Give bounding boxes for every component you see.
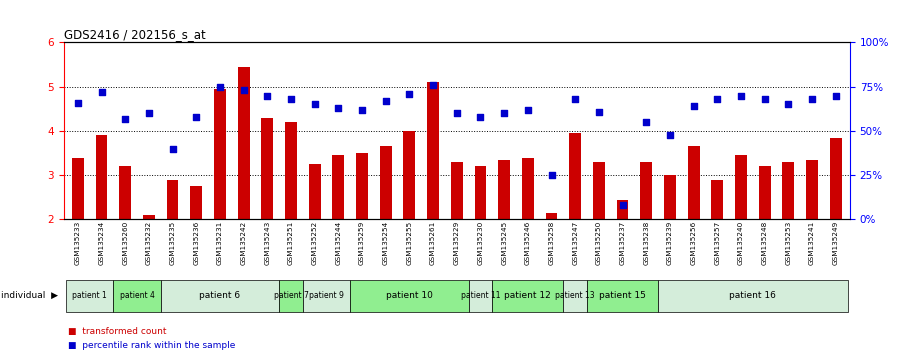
Point	[378, 98, 393, 104]
Point	[639, 119, 654, 125]
Bar	[735, 155, 747, 219]
Point	[710, 96, 724, 102]
Point	[118, 116, 133, 121]
Bar	[569, 133, 581, 219]
Text: patient 10: patient 10	[386, 291, 433, 300]
Bar	[545, 213, 557, 219]
Text: patient 7: patient 7	[274, 291, 308, 300]
Bar	[469, 280, 493, 312]
Text: patient 6: patient 6	[199, 291, 241, 300]
Point	[521, 107, 535, 113]
Bar	[279, 280, 303, 312]
Point	[734, 93, 748, 98]
Point	[449, 110, 464, 116]
Point	[402, 91, 416, 97]
Bar	[309, 164, 321, 219]
Bar	[522, 158, 534, 219]
Bar	[114, 280, 161, 312]
Point	[497, 110, 512, 116]
Bar	[380, 147, 392, 219]
Bar	[95, 135, 107, 219]
Bar	[658, 280, 847, 312]
Bar	[493, 280, 564, 312]
Point	[95, 89, 109, 95]
Point	[686, 103, 701, 109]
Bar	[214, 89, 225, 219]
Point	[804, 96, 819, 102]
Point	[425, 82, 440, 88]
Point	[592, 109, 606, 114]
Text: patient 16: patient 16	[729, 291, 776, 300]
Bar	[190, 186, 202, 219]
Bar	[474, 166, 486, 219]
Bar	[712, 180, 724, 219]
Bar	[303, 280, 350, 312]
Bar	[166, 180, 178, 219]
Text: patient 1: patient 1	[73, 291, 107, 300]
Text: GDS2416 / 202156_s_at: GDS2416 / 202156_s_at	[64, 28, 205, 41]
Text: patient 4: patient 4	[120, 291, 155, 300]
Point	[213, 84, 227, 90]
Point	[142, 110, 156, 116]
Bar	[427, 82, 439, 219]
Bar	[451, 162, 463, 219]
Point	[828, 93, 843, 98]
Bar	[143, 215, 155, 219]
Bar	[564, 280, 587, 312]
Bar	[237, 67, 250, 219]
Point	[71, 100, 85, 105]
Bar	[664, 175, 676, 219]
Point	[307, 102, 322, 107]
Point	[757, 96, 772, 102]
Point	[615, 202, 630, 208]
Text: patient 9: patient 9	[309, 291, 344, 300]
Bar	[616, 200, 628, 219]
Bar	[72, 158, 84, 219]
Text: patient 12: patient 12	[504, 291, 551, 300]
Bar	[587, 280, 658, 312]
Point	[663, 132, 677, 137]
Bar	[66, 280, 114, 312]
Point	[355, 107, 369, 113]
Text: patient 15: patient 15	[599, 291, 646, 300]
Text: patient 11: patient 11	[461, 291, 500, 300]
Point	[189, 114, 204, 120]
Bar	[350, 280, 469, 312]
Point	[284, 96, 298, 102]
Bar	[356, 153, 368, 219]
Point	[331, 105, 345, 111]
Bar	[262, 118, 274, 219]
Point	[781, 102, 795, 107]
Bar	[688, 147, 700, 219]
Text: individual  ▶: individual ▶	[1, 291, 58, 300]
Point	[568, 96, 583, 102]
Text: patient 13: patient 13	[555, 291, 595, 300]
Point	[474, 114, 488, 120]
Bar	[830, 138, 842, 219]
Bar	[285, 122, 297, 219]
Text: ■  percentile rank within the sample: ■ percentile rank within the sample	[68, 342, 235, 350]
Bar	[119, 166, 131, 219]
Point	[260, 93, 275, 98]
Bar	[333, 155, 345, 219]
Bar	[498, 160, 510, 219]
Point	[236, 87, 251, 93]
Bar	[806, 160, 818, 219]
Point	[544, 172, 559, 178]
Bar	[640, 162, 652, 219]
Bar	[404, 131, 415, 219]
Text: ■  transformed count: ■ transformed count	[68, 327, 166, 336]
Bar	[759, 166, 771, 219]
Bar	[593, 162, 604, 219]
Bar	[783, 162, 794, 219]
Point	[165, 146, 180, 152]
Bar	[161, 280, 279, 312]
